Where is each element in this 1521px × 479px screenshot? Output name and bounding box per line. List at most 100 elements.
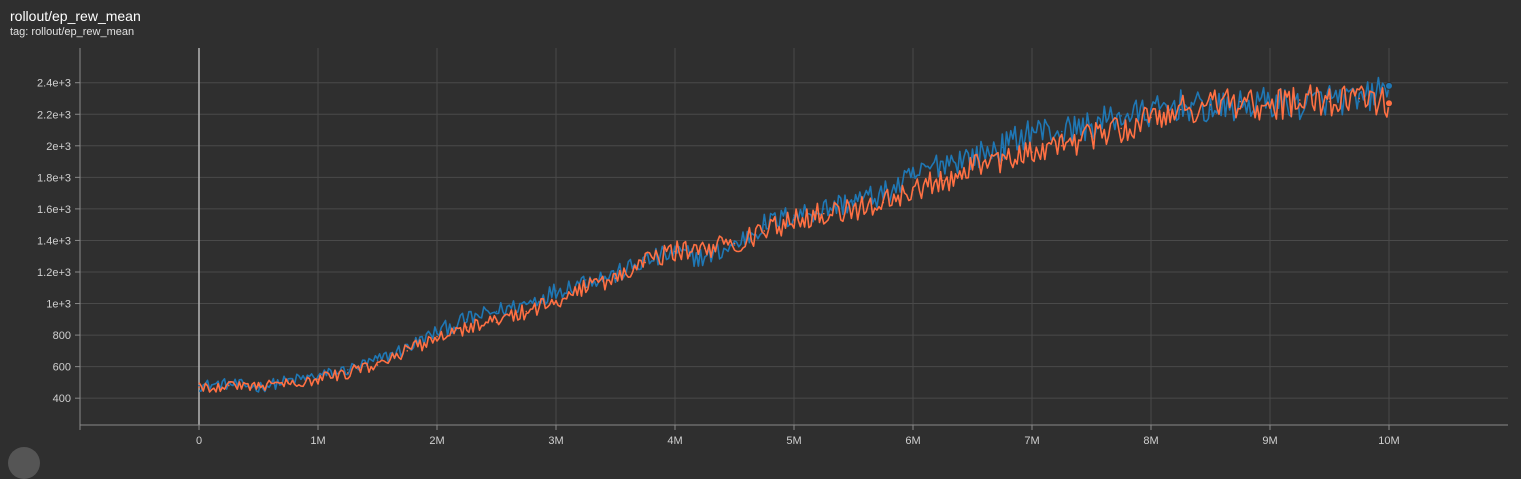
series-1-point-2 xyxy=(257,384,260,387)
series-0-point-12 xyxy=(555,290,557,292)
series-end-marker-1[interactable] xyxy=(1385,99,1393,108)
series-1-point-6 xyxy=(376,364,379,366)
series-1-point-25 xyxy=(941,179,944,182)
series-0-point-26 xyxy=(971,156,974,158)
series-0-point-28 xyxy=(1031,129,1033,131)
series-0-point-18 xyxy=(733,244,736,246)
series-0-point-6 xyxy=(376,359,379,362)
series-1-point-33 xyxy=(1179,108,1182,111)
grid-lines xyxy=(80,48,1508,425)
series-0-point-20 xyxy=(793,214,795,217)
series-1-point-16 xyxy=(674,250,676,253)
series-1-point-14 xyxy=(614,277,617,280)
y-tick-label-5: 1.4e+3 xyxy=(37,235,71,247)
x-tick-label-0: 0 xyxy=(196,435,202,447)
line-chart: 400 600 800 1e+3 1.2e+3 1.4e+3 1.6e+3 1.8e+3 2e+… xyxy=(37,48,1508,447)
series-0-point-27 xyxy=(1001,146,1004,149)
series-0-point-39 xyxy=(1358,100,1361,103)
series-0-point-23 xyxy=(882,193,885,196)
series-1-point-5 xyxy=(346,372,349,374)
series-1-point-22 xyxy=(852,208,855,210)
y-tick-label-10: 2.4e+3 xyxy=(37,78,71,90)
series-0-point-8 xyxy=(436,331,438,333)
x-tick-label-5: 5M xyxy=(786,435,801,447)
x-tick-label-9: 9M xyxy=(1262,435,1277,447)
y-tick-label-7: 1.8e+3 xyxy=(37,172,71,184)
x-tick-label-7: 7M xyxy=(1024,435,1039,447)
series-0-point-9 xyxy=(465,318,468,321)
chart-title: rollout/ep_rew_mean xyxy=(10,8,141,24)
series-1-point-36 xyxy=(1269,105,1271,108)
series-1-point-35 xyxy=(1239,100,1242,103)
series-layer xyxy=(198,76,1393,393)
series-1-point-29 xyxy=(1060,144,1063,147)
x-tick-label-10: 10M xyxy=(1378,435,1399,447)
series-0-point-2 xyxy=(257,386,260,388)
y-tick-label-6: 1.6e+3 xyxy=(37,204,71,216)
series-0-point-36 xyxy=(1269,100,1271,103)
series-1-point-21 xyxy=(822,212,825,215)
x-tick-label-8: 8M xyxy=(1143,435,1158,447)
series-1-point-26 xyxy=(971,167,974,169)
series-0-point-0 xyxy=(198,384,200,387)
x-tick-label-3: 3M xyxy=(548,435,563,447)
series-0-point-21 xyxy=(822,208,825,210)
series-1-point-34 xyxy=(1209,103,1212,106)
series-1-point-3 xyxy=(287,381,290,384)
series-1-point-1 xyxy=(227,384,230,387)
series-1-point-24 xyxy=(912,189,914,191)
x-tick-label-2: 2M xyxy=(429,435,444,447)
series-0-point-25 xyxy=(941,160,944,163)
series-1-point-11 xyxy=(525,310,528,313)
series-0-point-24 xyxy=(912,176,914,179)
series-1-point-32 xyxy=(1150,116,1152,119)
series-0-point-29 xyxy=(1060,130,1063,133)
y-tick-label-0: 400 xyxy=(53,393,71,405)
series-0-point-10 xyxy=(495,310,498,313)
x-tick-label-6: 6M xyxy=(905,435,920,447)
series-end-marker-0[interactable] xyxy=(1385,81,1393,90)
series-1-point-28 xyxy=(1031,151,1033,153)
series-0-point-17 xyxy=(703,256,706,259)
x-tick-label-1: 1M xyxy=(310,435,325,447)
series-1-point-20 xyxy=(793,219,795,221)
y-tick-label-9: 2.2e+3 xyxy=(37,109,71,121)
series-0-point-19 xyxy=(763,223,766,226)
series-1-point-8 xyxy=(436,335,438,338)
series-1-point-30 xyxy=(1090,135,1093,138)
series-1-point-17 xyxy=(703,247,706,250)
series-1-point-18 xyxy=(733,242,736,245)
series-0-point-22 xyxy=(852,200,855,202)
series-1-point-38 xyxy=(1328,100,1331,103)
corner-button[interactable] xyxy=(8,447,40,479)
series-1-point-27 xyxy=(1001,159,1004,161)
y-tick-label-2: 800 xyxy=(53,330,71,342)
series-1-point-23 xyxy=(882,201,885,204)
series-0-point-13 xyxy=(584,279,587,281)
y-tick-label-1: 600 xyxy=(53,362,71,374)
series-1-point-15 xyxy=(644,261,647,264)
series-line-1 xyxy=(198,84,1390,393)
series-1-point-4 xyxy=(317,378,319,381)
series-1-point-13 xyxy=(584,286,587,289)
series-1-point-19 xyxy=(763,230,766,232)
series-1-point-31 xyxy=(1120,127,1123,130)
series-0-point-4 xyxy=(317,375,319,377)
series-1-point-9 xyxy=(465,326,468,329)
series-0-point-5 xyxy=(346,368,349,371)
series-1-point-39 xyxy=(1358,97,1361,100)
series-1-point-0 xyxy=(198,386,200,388)
chart-header: rollout/ep_rew_mean tag: rollout/ep_rew_… xyxy=(10,8,141,39)
chart-tag: tag: rollout/ep_rew_mean xyxy=(10,26,135,38)
series-1-point-7 xyxy=(406,350,409,352)
series-0-point-11 xyxy=(525,302,528,305)
axes: 400 600 800 1e+3 1.2e+3 1.4e+3 1.6e+3 1.8e+3 2e+… xyxy=(37,48,1508,447)
series-1-point-12 xyxy=(555,299,557,302)
series-0-point-30 xyxy=(1090,124,1093,127)
y-tick-label-8: 2e+3 xyxy=(46,141,71,153)
series-0-point-31 xyxy=(1120,115,1123,117)
y-tick-label-3: 1e+3 xyxy=(46,299,71,311)
series-0-point-34 xyxy=(1209,108,1212,111)
y-tick-label-4: 1.2e+3 xyxy=(37,267,71,279)
series-1-point-10 xyxy=(495,321,498,324)
